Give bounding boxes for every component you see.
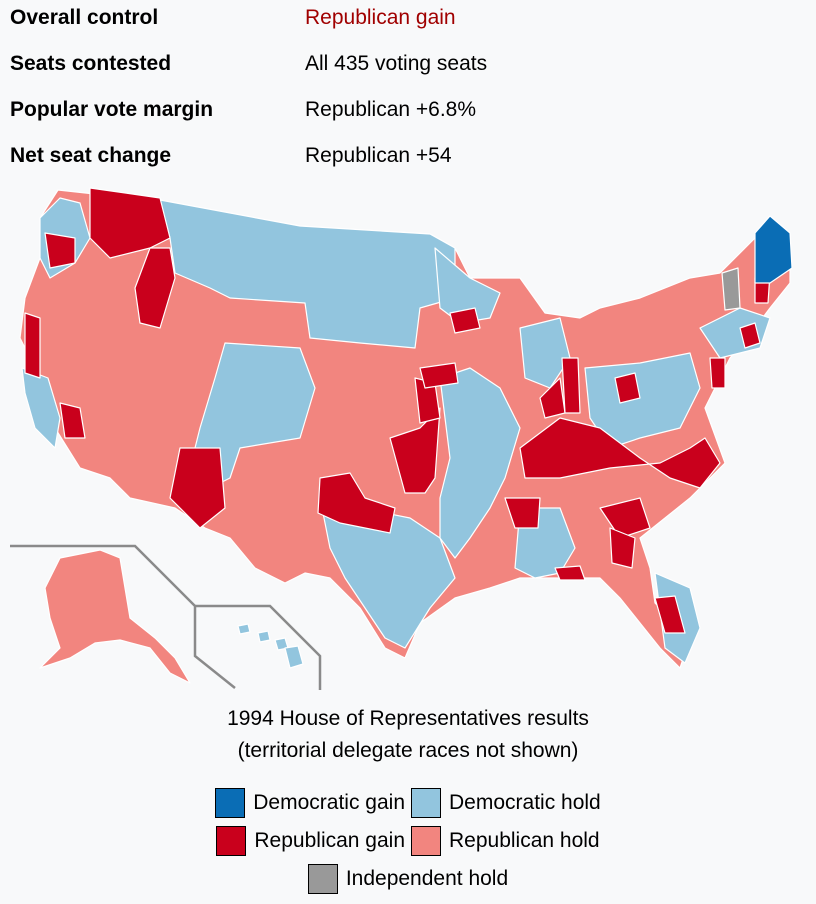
- map-region-dem-hold: [189, 342, 316, 489]
- map-hawaii: [237, 623, 304, 669]
- map-region-rep-gain: [709, 357, 726, 389]
- legend-row: Independent hold: [0, 860, 816, 898]
- stat-value[interactable]: Republican gain: [305, 6, 456, 29]
- stat-row-net-seat-change: Net seat change Republican +54: [10, 142, 800, 188]
- map-region-rep-gain: [44, 232, 76, 269]
- map-region-ind-hold: [721, 267, 741, 311]
- legend-label: Republican gain: [254, 829, 405, 852]
- map-region-rep-gain: [134, 247, 176, 329]
- election-stats: Overall control Republican gain Seats co…: [10, 4, 800, 188]
- legend-item-independent-hold: Independent hold: [307, 864, 509, 894]
- map-region-rep-gain: [554, 565, 586, 581]
- legend-swatch: [215, 788, 246, 818]
- stat-label: Seats contested: [10, 52, 172, 75]
- legend-label: Democratic hold: [449, 791, 601, 814]
- stat-label: Overall control: [10, 6, 159, 29]
- map-alaska: [39, 549, 191, 684]
- legend-label: Independent hold: [345, 867, 509, 890]
- map-region-dem-hold: [439, 367, 521, 559]
- stat-value: Republican +54: [305, 144, 452, 167]
- map-region-rep-gain: [561, 357, 581, 414]
- map-region-dem-hold: [434, 247, 501, 324]
- map-region-dem-hold: [319, 497, 456, 649]
- map-region-rep-gain: [169, 447, 226, 529]
- legend-swatch: [411, 826, 441, 856]
- caption-line-1: 1994 House of Representatives results: [227, 707, 589, 730]
- map-region-rep-gain: [59, 402, 86, 439]
- legend-item-republican-hold: Republican hold: [411, 826, 600, 856]
- stat-value: Republican +6.8%: [305, 98, 477, 121]
- legend-swatch: [411, 788, 441, 818]
- legend-row: Democratic gain Democratic hold: [0, 784, 816, 822]
- results-map[interactable]: [0, 178, 816, 690]
- stat-row-popular-vote: Popular vote margin Republican +6.8%: [10, 96, 800, 142]
- legend-swatch: [307, 864, 338, 894]
- map-region-rep-gain: [609, 527, 636, 569]
- map-region-dem-hold: [159, 199, 456, 349]
- map-region-rep-gain: [519, 417, 721, 489]
- map-region-dem-gain: [754, 215, 793, 284]
- map-region-rep-gain: [654, 595, 686, 634]
- map-region-dem-hold: [21, 367, 61, 449]
- map-region-rep-gain: [389, 407, 441, 494]
- stat-row-seats-contested: Seats contested All 435 voting seats: [10, 50, 800, 96]
- legend-swatch: [216, 826, 247, 856]
- caption-line-2: (territorial delegate races not shown): [237, 739, 579, 762]
- map-caption: 1994 House of Representatives results (t…: [0, 703, 816, 767]
- legend-item-republican-gain: Republican gain: [216, 826, 405, 856]
- stat-row-overall-control: Overall control Republican gain: [10, 4, 800, 50]
- legend: Democratic gain Democratic hold Republic…: [0, 784, 816, 898]
- legend-item-democratic-hold: Democratic hold: [411, 788, 601, 818]
- legend-row: Republican gain Republican hold: [0, 822, 816, 860]
- map-region-rep-gain: [317, 472, 396, 534]
- map-region-rep-gain: [419, 362, 459, 389]
- legend-label: Republican hold: [449, 829, 600, 852]
- stat-value: All 435 voting seats: [305, 52, 488, 75]
- stat-label: Net seat change: [10, 144, 172, 167]
- inset-boundaries: [10, 544, 322, 690]
- legend-item-democratic-gain: Democratic gain: [215, 788, 405, 818]
- map-region-rep-gain: [24, 312, 41, 379]
- map-region-rep-gain: [739, 322, 761, 349]
- map-region-rep-gain: [614, 372, 641, 404]
- map-region-rep-gain: [504, 497, 541, 529]
- legend-label: Democratic gain: [253, 791, 405, 814]
- map-usa-base: [19, 189, 791, 669]
- map-region-dem-hold: [519, 317, 571, 389]
- map-region-rep-gain: [449, 307, 481, 334]
- map-region-rep-gain: [599, 497, 651, 539]
- stat-label: Popular vote margin: [10, 98, 214, 121]
